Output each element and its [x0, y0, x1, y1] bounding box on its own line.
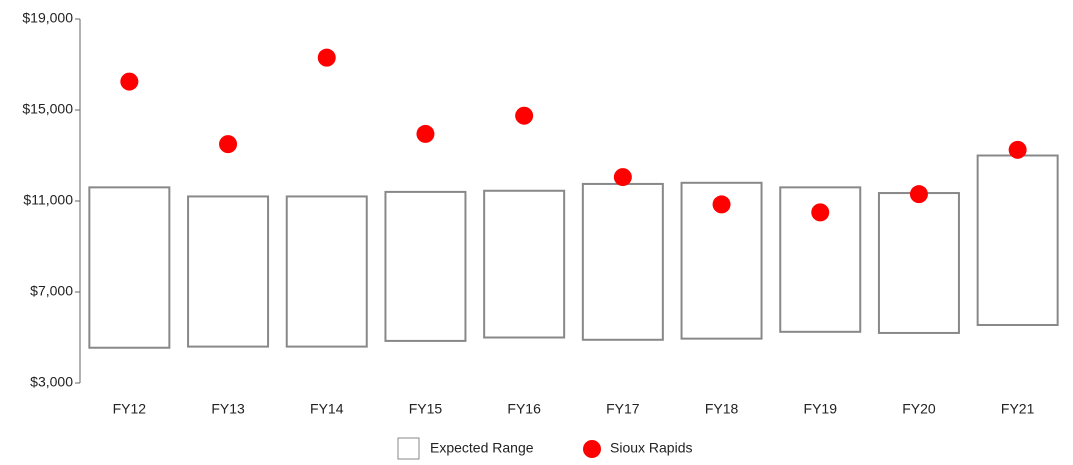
range-box	[187, 195, 270, 348]
range-box	[877, 192, 960, 334]
range-box	[680, 181, 763, 340]
range-box	[88, 186, 171, 349]
dot	[1008, 140, 1027, 159]
dot	[416, 124, 435, 143]
x-tick-label: FY20	[902, 401, 936, 417]
range-box	[976, 154, 1059, 326]
dot	[811, 203, 830, 222]
range-box	[384, 190, 467, 342]
x-tick-label: FY21	[1001, 401, 1035, 417]
legend-swatch	[397, 437, 420, 460]
range-box	[285, 195, 368, 348]
range-box	[779, 186, 862, 333]
legend-swatch	[583, 440, 601, 458]
legend-label: Sioux Rapids	[610, 440, 693, 456]
dot	[317, 48, 336, 67]
dot	[613, 168, 632, 187]
y-tick-label: $7,000	[30, 283, 73, 299]
range-box	[581, 182, 664, 341]
dot	[120, 72, 139, 91]
dot	[219, 135, 238, 154]
x-tick-label: FY13	[211, 401, 245, 417]
x-tick-label: FY16	[507, 401, 541, 417]
x-tick-label: FY12	[113, 401, 147, 417]
dot	[515, 106, 534, 125]
dot	[909, 185, 928, 204]
y-tick-label: $11,000	[23, 192, 73, 208]
x-tick-label: FY19	[804, 401, 838, 417]
x-tick-label: FY15	[409, 401, 443, 417]
legend-label: Expected Range	[430, 440, 534, 456]
y-tick-label: $19,000	[22, 10, 73, 26]
dot	[712, 195, 731, 214]
x-tick-label: FY17	[606, 401, 640, 417]
range-box	[483, 189, 566, 339]
x-tick-label: FY18	[705, 401, 739, 417]
y-tick-label: $3,000	[30, 374, 73, 390]
x-tick-label: FY14	[310, 401, 344, 417]
y-tick-label: $15,000	[22, 101, 73, 117]
